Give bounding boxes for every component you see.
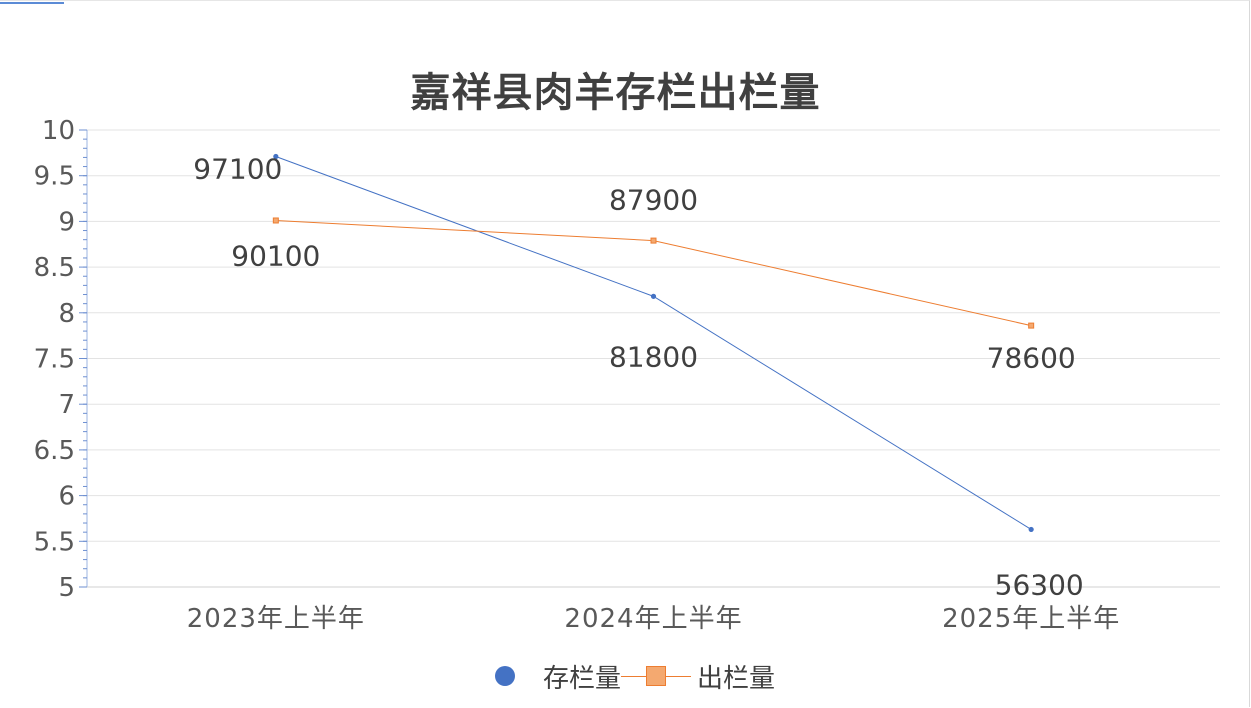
y-tick-label: 8.5 — [34, 253, 75, 283]
y-tick-label: 8 — [58, 299, 75, 329]
data-label: 97100 — [193, 153, 282, 186]
x-tick-label: 2024年上半年 — [564, 604, 742, 634]
data-point — [273, 153, 279, 160]
y-tick-label: 9.5 — [34, 162, 75, 192]
y-tick-label: 6 — [58, 482, 75, 512]
y-tick-label: 7.5 — [34, 345, 75, 375]
legend-label-series-1: 存栏量 — [543, 663, 622, 694]
data-label: 81800 — [609, 340, 698, 373]
legend-label-series-2: 出栏量 — [697, 663, 776, 694]
selection-indicator — [0, 2, 64, 4]
data-point — [1028, 526, 1034, 533]
legend-item-series-1[interactable]: 存栏量 — [490, 658, 621, 695]
x-tick-label: 2025年上半年 — [942, 604, 1120, 634]
y-tick-label: 6.5 — [34, 436, 75, 466]
data-label: 87900 — [609, 184, 698, 217]
legend-item-series-2[interactable]: 出栏量 — [621, 658, 775, 695]
data-label: 78600 — [987, 342, 1076, 375]
legend-circle-icon — [495, 666, 515, 686]
data-point — [650, 293, 657, 299]
y-tick-label: 5.5 — [34, 527, 75, 557]
data-point — [272, 217, 279, 224]
y-tick-label: 10 — [42, 116, 75, 146]
data-label: 56300 — [995, 568, 1084, 601]
y-tick-label: 9 — [58, 207, 75, 237]
data-point — [1028, 322, 1035, 329]
y-tick-label: 7 — [58, 390, 75, 420]
chart-title: 嘉祥县肉羊存栏出栏量 — [410, 70, 821, 116]
x-tick-label: 2023年上半年 — [187, 604, 365, 634]
legend: 存栏量 出栏量 — [490, 658, 775, 694]
y-tick-label: 5 — [58, 573, 75, 603]
data-label: 90100 — [231, 239, 320, 272]
legend-square-icon — [621, 666, 692, 686]
data-point — [650, 237, 657, 244]
series-line-2 — [275, 219, 1032, 327]
